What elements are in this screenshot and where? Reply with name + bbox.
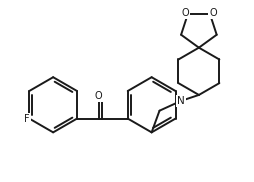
- Text: O: O: [208, 8, 216, 18]
- Text: O: O: [94, 91, 102, 101]
- Text: N: N: [177, 96, 184, 106]
- Text: O: O: [180, 8, 188, 18]
- Text: F: F: [24, 114, 30, 124]
